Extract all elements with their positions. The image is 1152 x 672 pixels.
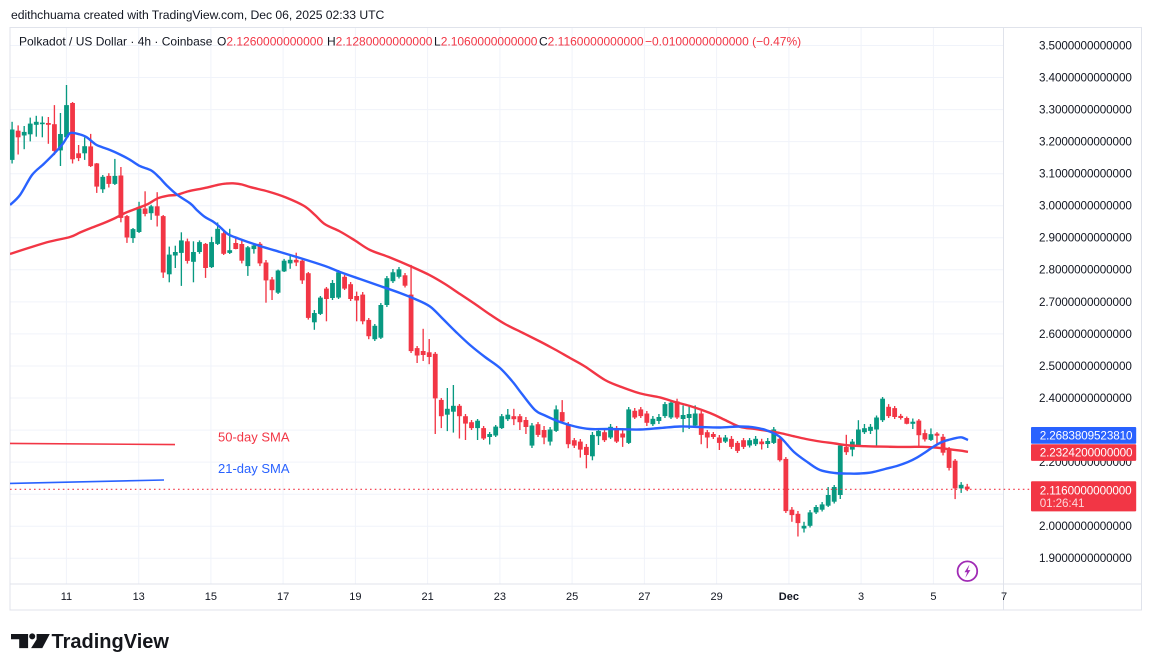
svg-text:2.5000000000000: 2.5000000000000 [1039,360,1132,373]
svg-text:27: 27 [638,591,650,603]
svg-text:TradingView: TradingView [52,631,170,653]
svg-text:2.2683809523810: 2.2683809523810 [1040,430,1133,443]
svg-text:3.5000000000000: 3.5000000000000 [1039,39,1132,52]
svg-text:edithchuama created with Tradi: edithchuama created with TradingView.com… [11,8,384,22]
svg-text:2.2324200000000: 2.2324200000000 [1040,447,1133,460]
svg-text:3.3000000000000: 3.3000000000000 [1039,104,1132,117]
svg-text:2.7000000000000: 2.7000000000000 [1039,296,1132,309]
svg-text:19: 19 [349,591,361,603]
svg-text:7: 7 [1001,591,1007,603]
svg-text:23: 23 [494,591,506,603]
svg-text:11: 11 [61,591,72,603]
svg-text:5: 5 [930,591,936,603]
svg-text:2.1160000000000: 2.1160000000000 [1040,484,1132,497]
svg-text:3.0000000000000: 3.0000000000000 [1039,200,1132,213]
svg-text:1.9000000000000: 1.9000000000000 [1039,552,1132,565]
svg-text:Dec: Dec [779,591,799,603]
svg-text:3.4000000000000: 3.4000000000000 [1039,72,1132,85]
svg-text:3.1000000000000: 3.1000000000000 [1039,168,1132,181]
svg-text:50-day SMA: 50-day SMA [218,430,290,445]
svg-text:2.9000000000000: 2.9000000000000 [1039,232,1132,245]
svg-text:15: 15 [205,591,217,603]
svg-text:2.8000000000000: 2.8000000000000 [1039,264,1132,277]
svg-text:3.2000000000000: 3.2000000000000 [1039,136,1132,149]
svg-text:Polkadot / US Dollar · 4h · Co: Polkadot / US Dollar · 4h · Coinbase O2.1… [19,35,801,49]
svg-text:21: 21 [421,591,433,603]
svg-text:29: 29 [710,591,722,603]
svg-text:2.0000000000000: 2.0000000000000 [1039,520,1132,533]
svg-text:13: 13 [133,591,145,603]
svg-text:2.6000000000000: 2.6000000000000 [1039,328,1132,341]
svg-text:2.4000000000000: 2.4000000000000 [1039,392,1132,405]
svg-text:3: 3 [858,591,864,603]
svg-text:25: 25 [566,591,578,603]
svg-text:01:26:41: 01:26:41 [1040,497,1085,510]
svg-text:17: 17 [277,591,289,603]
svg-text:21-day SMA: 21-day SMA [218,461,290,476]
